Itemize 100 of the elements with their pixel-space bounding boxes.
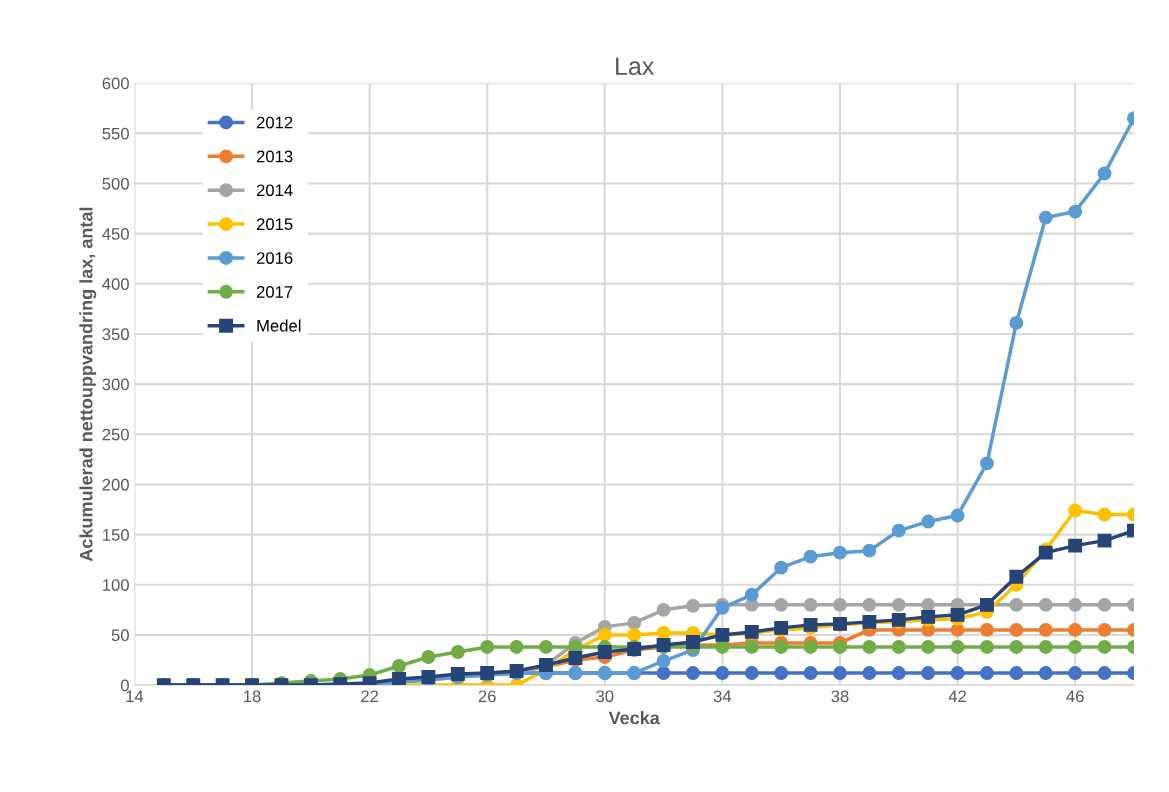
y-axis-title: Ackumulerad nettouppvandring lax, antal	[79, 207, 97, 562]
point	[921, 514, 936, 529]
point	[803, 597, 818, 612]
legend-label: 2013	[256, 150, 293, 163]
y-tick-label: 600	[102, 77, 129, 90]
point	[833, 640, 847, 654]
point	[891, 523, 906, 538]
point	[744, 640, 759, 654]
y-tick-label: 200	[102, 478, 129, 491]
x-tick-label: 46	[1066, 690, 1084, 703]
point	[1097, 507, 1112, 522]
point	[744, 666, 759, 680]
point	[744, 587, 759, 602]
y-tick-label: 400	[102, 278, 129, 290]
x-tick-label: 14	[126, 690, 144, 703]
point	[1068, 622, 1083, 637]
point	[774, 640, 789, 654]
legend-label: 2016	[256, 252, 293, 264]
point	[1009, 597, 1024, 612]
point	[1038, 666, 1053, 680]
point	[715, 666, 730, 680]
x-tick-label: 22	[361, 690, 379, 703]
point	[862, 543, 877, 558]
point	[1068, 597, 1083, 612]
point	[774, 666, 789, 680]
point	[891, 640, 906, 654]
point	[1097, 533, 1112, 548]
point	[980, 640, 994, 654]
point	[421, 650, 436, 664]
point	[509, 640, 524, 654]
point	[1097, 640, 1112, 654]
point	[950, 607, 965, 622]
point	[480, 640, 495, 654]
point	[891, 666, 906, 680]
legend-label: 2015	[256, 218, 293, 231]
point	[686, 598, 700, 613]
point	[597, 645, 612, 659]
y-tick-label: 350	[102, 328, 129, 341]
point	[1097, 622, 1112, 637]
point	[1009, 569, 1024, 584]
point	[1068, 640, 1083, 654]
point	[656, 666, 671, 680]
y-tick-label: 450	[102, 228, 129, 240]
point	[950, 508, 965, 523]
point	[1038, 597, 1053, 612]
point	[450, 645, 465, 659]
point	[980, 456, 994, 471]
legend-label: Medel	[257, 319, 301, 332]
point	[1068, 204, 1083, 219]
point	[686, 666, 700, 680]
point	[656, 654, 671, 668]
point	[891, 597, 906, 612]
point	[950, 640, 965, 654]
point	[921, 597, 936, 612]
point	[392, 659, 406, 673]
legend-label: 2014	[256, 184, 293, 197]
point	[833, 666, 847, 680]
point	[627, 615, 642, 630]
x-tick-label: 38	[831, 690, 849, 703]
point	[921, 666, 936, 680]
point	[803, 666, 818, 680]
y-tick-label: 150	[103, 529, 129, 541]
point	[1068, 538, 1083, 553]
point	[980, 666, 994, 680]
legend-label: 2012	[256, 116, 293, 129]
point	[1009, 315, 1024, 330]
point	[1009, 622, 1024, 637]
point	[774, 597, 789, 612]
x-tick-label: 18	[244, 690, 261, 703]
point	[1097, 166, 1112, 181]
point	[656, 625, 671, 640]
y-tick-label: 300	[102, 378, 129, 391]
point	[774, 560, 789, 575]
y-tick-label: 550	[102, 127, 129, 140]
point	[862, 597, 877, 612]
x-tick-label: 26	[478, 690, 496, 703]
point	[1068, 503, 1083, 518]
y-tick-label: 50	[111, 629, 129, 642]
x-tick-label: 34	[713, 690, 732, 703]
legend-label: 2017	[256, 286, 293, 298]
point	[803, 549, 818, 564]
point	[833, 545, 847, 560]
point	[980, 622, 994, 637]
point	[539, 640, 553, 654]
y-tick-label: 250	[102, 428, 129, 441]
point	[627, 627, 642, 642]
point	[862, 640, 877, 654]
point	[862, 666, 877, 680]
point	[1009, 666, 1024, 680]
point	[656, 602, 671, 617]
point	[686, 634, 700, 649]
point	[1038, 640, 1053, 654]
point	[1097, 597, 1112, 612]
point	[921, 640, 936, 654]
point	[1097, 666, 1112, 680]
point	[597, 627, 612, 642]
x-axis-title: Vecka	[608, 711, 660, 725]
point	[950, 666, 965, 680]
point	[1068, 666, 1083, 680]
y-tick-label: 0	[120, 679, 129, 692]
